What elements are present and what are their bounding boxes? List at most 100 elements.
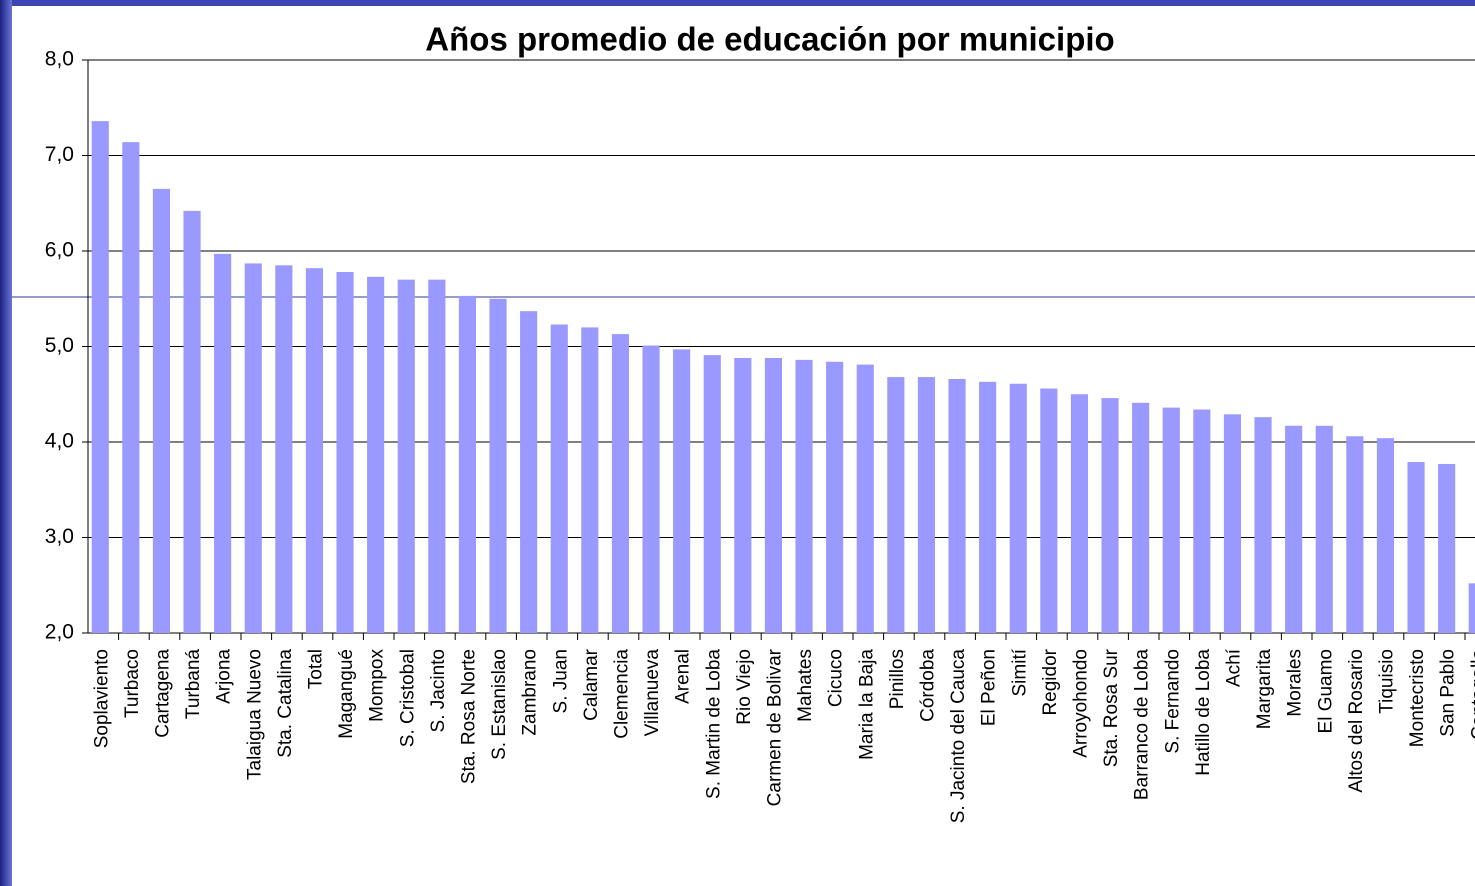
bar xyxy=(1162,407,1180,633)
bar xyxy=(122,142,140,633)
x-tick-label: Soplaviento xyxy=(91,649,112,748)
x-tick-label: Córdoba xyxy=(917,649,938,722)
x-tick-label: Altos del Rosario xyxy=(1346,649,1367,793)
x-tick-label: S. Juan xyxy=(550,649,571,713)
x-tick-label: Arroyohondo xyxy=(1070,649,1091,758)
x-tick-label: Turbaco xyxy=(122,649,143,718)
x-tick-label: Magangué xyxy=(336,649,357,739)
bar xyxy=(1009,383,1027,633)
bar xyxy=(1315,425,1333,633)
bar xyxy=(1376,438,1395,633)
x-tick-label: Arjona xyxy=(214,649,235,704)
bar xyxy=(367,276,385,633)
x-tick-label: Achí xyxy=(1223,648,1244,687)
bar xyxy=(856,364,874,633)
y-tick-label: 5,0 xyxy=(45,334,74,357)
chart-title: Años promedio de educación por municipio xyxy=(425,21,1114,58)
bar xyxy=(1132,402,1150,633)
x-tick-label: Morales xyxy=(1285,649,1306,717)
bar xyxy=(1070,394,1089,633)
x-tick-label: Tiquisio xyxy=(1376,649,1397,714)
x-tick-label: Carmen de Bolivar xyxy=(764,648,785,806)
x-tick-label: San Pablo xyxy=(1438,649,1459,737)
bar xyxy=(703,355,721,633)
bar xyxy=(1285,425,1303,633)
x-tick-label: Regidor xyxy=(1040,648,1061,715)
slide-side-bar xyxy=(0,0,12,886)
y-tick-label: 3,0 xyxy=(45,525,74,548)
bar xyxy=(826,361,844,633)
bar xyxy=(458,295,477,633)
bar xyxy=(795,359,813,633)
bar xyxy=(1438,463,1456,633)
bar xyxy=(183,210,201,633)
x-tick-label: Villanueva xyxy=(642,649,663,737)
x-tick-label: Sta. Rosa Sur xyxy=(1101,648,1122,767)
bar xyxy=(611,334,630,633)
bar xyxy=(979,381,997,633)
x-tick-label: S. Cristobal xyxy=(397,649,418,747)
x-tick-label: Cantagallo xyxy=(1468,649,1475,740)
x-tick-label: Arenal xyxy=(673,649,694,704)
y-tick-label: 6,0 xyxy=(45,239,74,262)
bar xyxy=(764,357,783,633)
bar xyxy=(91,121,109,634)
x-tick-label: Calamar xyxy=(581,648,602,720)
x-tick-label: Barranco de Loba xyxy=(1132,649,1153,800)
bar xyxy=(336,272,354,633)
bar xyxy=(948,378,966,633)
x-tick-label: Mompox xyxy=(367,649,388,722)
bar xyxy=(1193,409,1211,633)
bar xyxy=(642,345,660,633)
x-tick-label: Turbaná xyxy=(183,649,204,719)
bar xyxy=(1346,436,1364,633)
bar xyxy=(1407,462,1425,633)
bar xyxy=(214,253,232,634)
slide-top-bar xyxy=(0,0,1475,6)
x-tick-label: Hatillo de Loba xyxy=(1193,649,1214,776)
bar xyxy=(917,377,936,633)
bar xyxy=(673,349,691,633)
x-tick-label: Total xyxy=(305,649,326,689)
bar xyxy=(520,311,538,633)
bar xyxy=(734,357,752,633)
bar xyxy=(581,327,599,633)
y-tick-label: 4,0 xyxy=(45,430,74,453)
bar xyxy=(1223,414,1242,633)
bar xyxy=(1101,398,1119,633)
bar xyxy=(550,324,568,633)
bar xyxy=(275,265,293,633)
x-tick-label: El Guamo xyxy=(1315,649,1336,733)
x-tick-label: Margarita xyxy=(1254,649,1275,730)
x-tick-label: S. Estanislao xyxy=(489,649,510,760)
x-tick-label: S. Jacinto xyxy=(428,649,449,732)
x-tick-label: Maria la Baja xyxy=(856,649,877,760)
y-tick-label: 2,0 xyxy=(45,621,74,644)
x-tick-label: S. Fernando xyxy=(1162,649,1183,754)
x-tick-label: Zambrano xyxy=(520,649,541,736)
bar xyxy=(1468,583,1475,633)
bar xyxy=(152,188,171,634)
x-tick-label: Montecristo xyxy=(1407,649,1428,747)
bar xyxy=(244,263,262,633)
x-tick-label: Pinillos xyxy=(887,649,908,709)
bar xyxy=(305,268,324,633)
x-tick-label: Mahates xyxy=(795,649,816,722)
x-tick-label: El Peñon xyxy=(979,649,1000,726)
bar xyxy=(489,298,507,633)
y-tick-label: 8,0 xyxy=(45,48,74,71)
y-tick-label: 7,0 xyxy=(45,143,74,166)
bar xyxy=(428,279,446,633)
bar xyxy=(887,377,905,633)
x-tick-label: Talaigua Nuevo xyxy=(244,649,265,780)
x-tick-label: Cicuco xyxy=(826,649,847,707)
x-tick-label: Sta. Catalina xyxy=(275,649,296,758)
x-tick-label: Clemencia xyxy=(611,649,632,739)
bar xyxy=(1254,417,1272,633)
x-tick-label: Cartagena xyxy=(152,649,173,738)
x-tick-label: Sta. Rosa Norte xyxy=(458,649,479,784)
x-tick-label: Simití xyxy=(1009,648,1030,696)
bar xyxy=(1040,388,1058,633)
